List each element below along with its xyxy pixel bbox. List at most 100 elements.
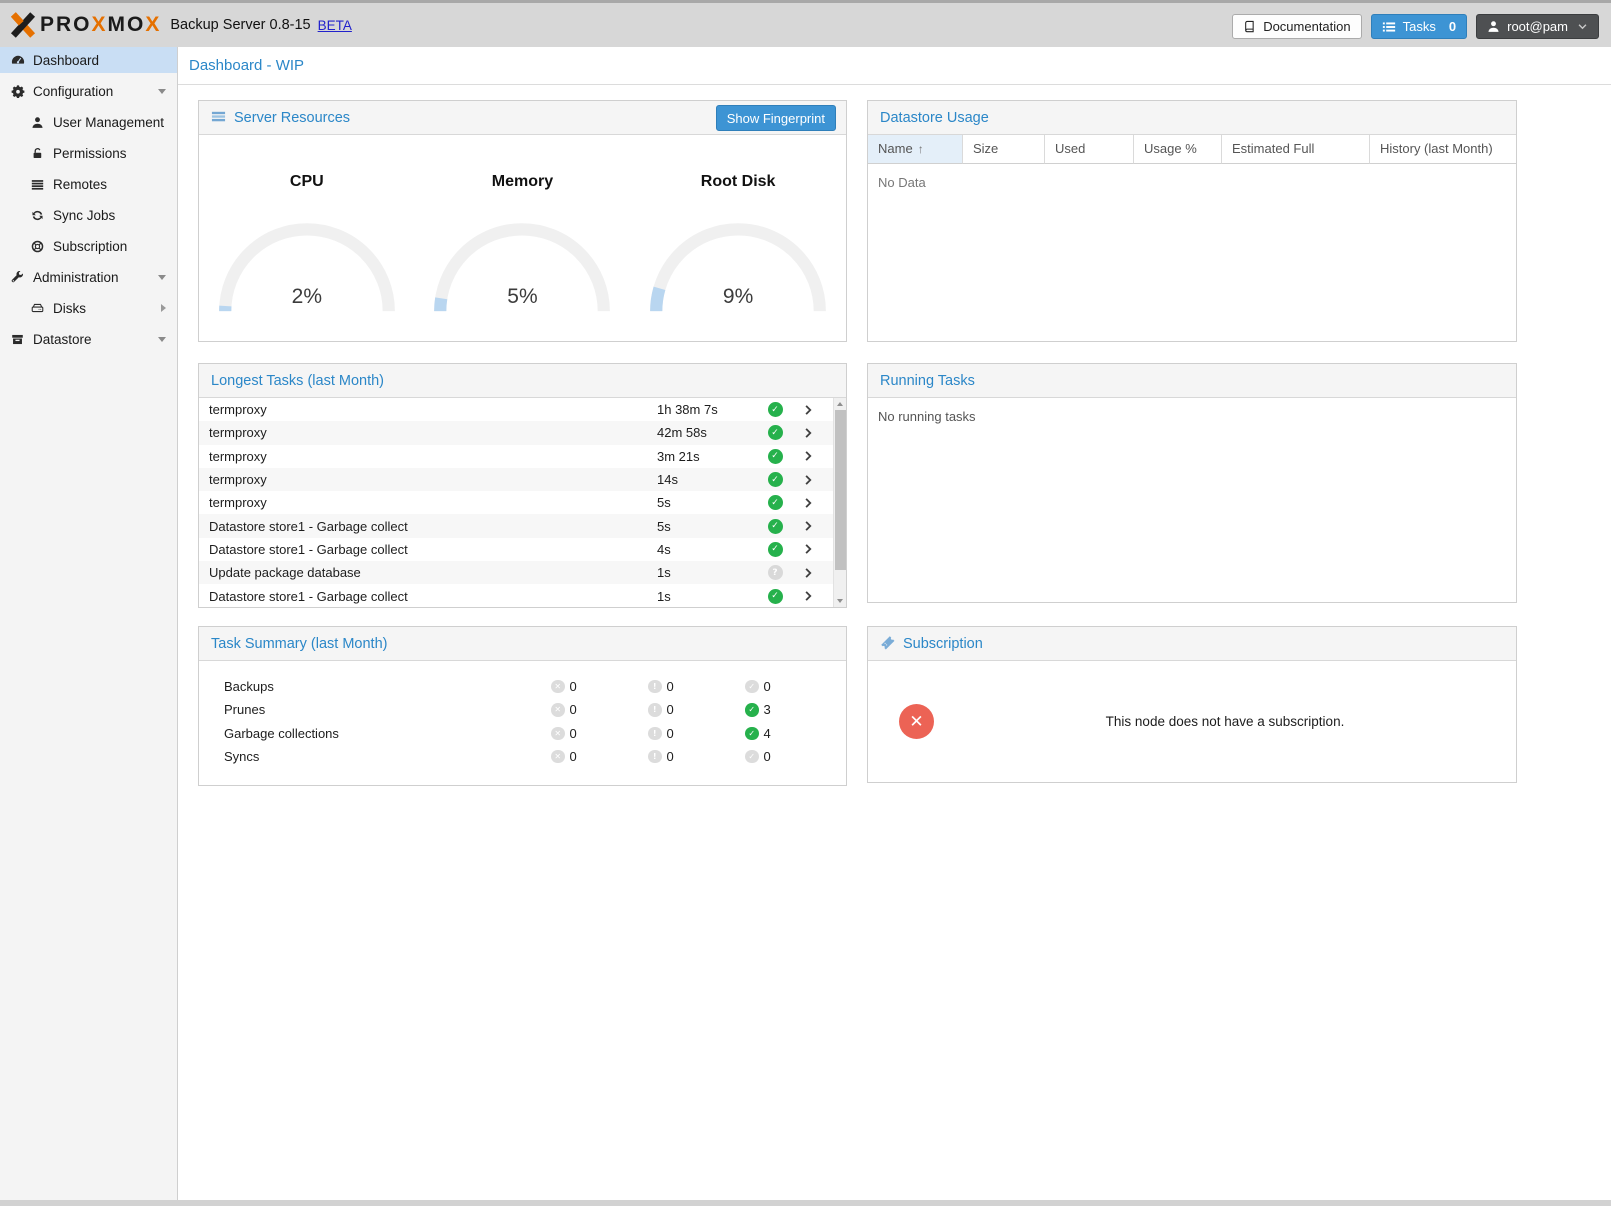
scrollbar-thumb[interactable]	[835, 410, 846, 570]
sidebar-item[interactable]: User Management	[0, 109, 177, 135]
task-status	[759, 472, 791, 488]
user-icon	[29, 116, 46, 129]
sidebar-item[interactable]: Sync Jobs	[0, 202, 177, 228]
ok-icon	[745, 703, 759, 717]
running-tasks-header: Running Tasks	[868, 364, 1516, 398]
caret-icon	[158, 89, 166, 94]
chevron-right-icon[interactable]	[791, 474, 825, 486]
scroll-up-icon[interactable]	[837, 402, 843, 406]
chevron-right-icon[interactable]	[791, 520, 825, 532]
task-summary-panel: Task Summary (last Month) Backups 0 0 0 …	[198, 626, 847, 786]
subscription-body: This node does not have a subscription.	[868, 661, 1516, 782]
show-fingerprint-button[interactable]: Show Fingerprint	[715, 105, 836, 131]
task-name: termproxy	[209, 472, 267, 488]
chevron-right-icon[interactable]	[791, 567, 825, 579]
summary-warning-cell: 0	[648, 702, 674, 717]
summary-row: Backups 0 0 0	[199, 676, 846, 699]
no-subscription-icon	[899, 704, 934, 739]
task-row[interactable]: Datastore store1 - Garbage collect 5s	[199, 514, 846, 538]
running-tasks-title: Running Tasks	[880, 372, 975, 389]
chevron-right-icon[interactable]	[791, 543, 825, 555]
chevron-right-icon[interactable]	[791, 450, 825, 462]
column-header[interactable]: Name	[868, 135, 963, 164]
tasks-label: Tasks	[1402, 19, 1436, 34]
user-menu-button[interactable]: root@pam	[1476, 14, 1599, 39]
sidebar-item[interactable]: Permissions	[0, 140, 177, 166]
ok-count: 4	[763, 725, 771, 741]
summary-ok-cell: 0	[745, 679, 771, 694]
summary-row: Syncs 0 0 0	[199, 746, 846, 769]
sidebar-item[interactable]: Configuration	[0, 78, 177, 104]
status-icon	[767, 565, 783, 581]
error-count: 0	[569, 702, 577, 718]
sidebar-item[interactable]: Remotes	[0, 171, 177, 197]
documentation-button[interactable]: Documentation	[1232, 14, 1362, 39]
task-summary-header: Task Summary (last Month)	[199, 627, 846, 661]
task-row[interactable]: Datastore store1 - Garbage collect 4s	[199, 538, 846, 561]
summary-warning-cell: 0	[648, 726, 674, 741]
running-tasks-panel: Running Tasks No running tasks	[867, 363, 1517, 603]
summary-ok-cell: 0	[745, 749, 771, 764]
task-duration: 3m 21s	[657, 448, 700, 464]
dashboard-icon	[9, 53, 26, 67]
task-duration: 5s	[657, 518, 671, 534]
running-tasks-empty-text: No running tasks	[878, 409, 976, 424]
server-resources-icon	[211, 109, 226, 127]
tasks-button[interactable]: Tasks 0	[1370, 14, 1468, 39]
task-row[interactable]: termproxy 1h 38m 7s	[199, 398, 846, 421]
error-icon	[551, 703, 565, 717]
chevron-right-icon[interactable]	[791, 404, 825, 416]
sidebar-item[interactable]: Disks	[0, 295, 177, 321]
column-label: Usage %	[1144, 141, 1197, 156]
task-row[interactable]: termproxy 42m 58s	[199, 421, 846, 445]
scrollbar[interactable]	[833, 398, 846, 607]
task-name: Datastore store1 - Garbage collect	[209, 588, 408, 604]
sidebar-item[interactable]: Dashboard	[0, 47, 177, 73]
datastore-empty-text: No Data	[878, 175, 926, 190]
summary-ok-cell: 3	[745, 702, 771, 717]
task-name: Datastore store1 - Garbage collect	[209, 518, 408, 534]
sidebar-item-label: Subscription	[53, 238, 128, 254]
header-buttons: Documentation Tasks 0 root@pam	[1232, 14, 1599, 39]
task-status	[759, 448, 791, 464]
task-row[interactable]: Update package database 1s	[199, 561, 846, 585]
beta-link[interactable]: BETA	[317, 17, 352, 33]
task-name: Datastore store1 - Garbage collect	[209, 541, 408, 557]
column-header[interactable]: Usage %	[1134, 135, 1222, 164]
task-row[interactable]: termproxy 3m 21s	[199, 445, 846, 468]
warning-count: 0	[666, 725, 674, 741]
column-header[interactable]: Estimated Full	[1222, 135, 1370, 164]
sidebar-item[interactable]: Administration	[0, 264, 177, 290]
chevron-right-icon[interactable]	[791, 590, 825, 602]
gears-icon	[9, 84, 26, 98]
error-count: 0	[569, 749, 577, 765]
scroll-down-icon[interactable]	[837, 599, 843, 603]
column-header[interactable]: Used	[1045, 135, 1134, 164]
gauge-label: CPU	[289, 173, 324, 190]
task-name: termproxy	[209, 425, 267, 441]
app-title: Backup Server 0.8-15	[170, 17, 311, 33]
resource-gauge: Root Disk 9%	[630, 145, 846, 315]
warning-count: 0	[666, 702, 674, 718]
datastore-usage-panel: Datastore Usage Name Size Used Usage % E…	[867, 100, 1517, 342]
sidebar-item[interactable]: Datastore	[0, 326, 177, 352]
resource-gauges: CPU 2% Memory 5% Root Disk 9%	[199, 135, 846, 315]
caret-icon	[158, 275, 166, 280]
chevron-down-icon	[1577, 21, 1588, 32]
column-header[interactable]: History (last Month)	[1370, 135, 1516, 164]
sidebar-item-label: Dashboard	[33, 52, 100, 68]
task-status	[759, 565, 791, 581]
task-row[interactable]: termproxy 5s	[199, 491, 846, 514]
column-header[interactable]: Size	[963, 135, 1045, 164]
sidebar-item[interactable]: Subscription	[0, 233, 177, 259]
task-status	[759, 588, 791, 604]
chevron-right-icon[interactable]	[791, 427, 825, 439]
chevron-right-icon[interactable]	[791, 497, 825, 509]
task-name: termproxy	[209, 448, 267, 464]
task-status	[759, 541, 791, 557]
support-icon	[29, 240, 46, 253]
task-row[interactable]: termproxy 14s	[199, 467, 846, 492]
status-icon	[767, 448, 783, 464]
sync-icon	[29, 209, 46, 222]
task-row[interactable]: Datastore store1 - Garbage collect 1s	[199, 584, 846, 607]
